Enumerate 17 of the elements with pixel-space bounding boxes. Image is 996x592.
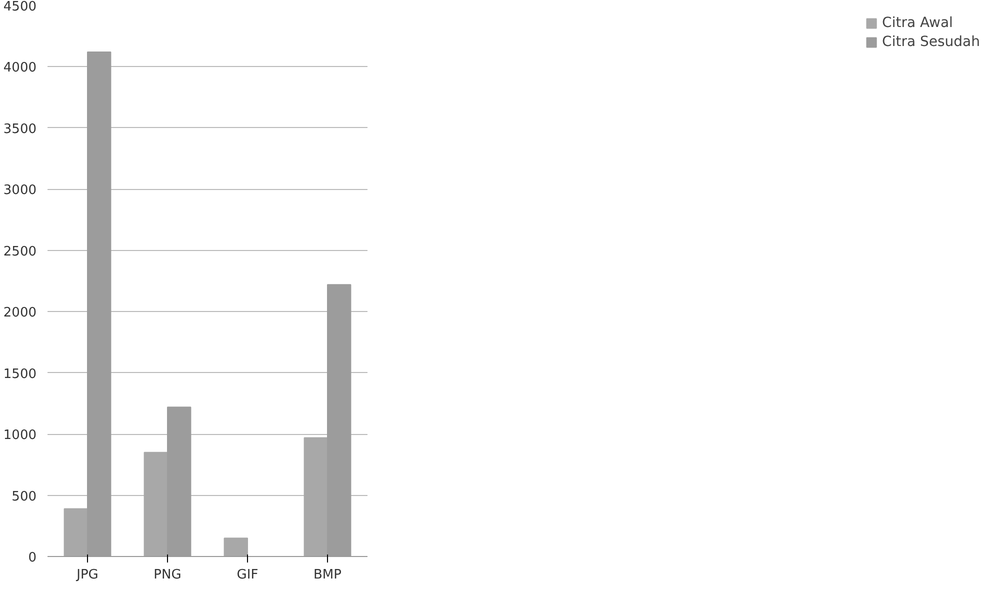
y-tick-label: 4500	[3, 0, 37, 14]
y-tick-label: 0	[28, 550, 37, 566]
x-tick-label: BMP	[314, 568, 342, 582]
y-tick-label: 4000	[3, 60, 37, 76]
x-tick-label: GIF	[236, 568, 258, 582]
bar	[224, 538, 248, 556]
y-tick-label: 1500	[3, 366, 37, 382]
legend-label: Citra Awal	[882, 15, 953, 31]
y-tick-label: 2500	[3, 244, 37, 260]
y-tick-label: 3000	[3, 183, 37, 198]
x-tick-label: JPG	[76, 568, 98, 582]
y-tick-label: 3500	[3, 122, 37, 137]
y-tick-label: 1000	[3, 428, 37, 444]
x-tick-label: PNG	[154, 568, 182, 582]
y-tick-label: 500	[12, 489, 37, 504]
y-tick-label: 2000	[3, 306, 37, 321]
legend-label: Citra Sesudah	[882, 34, 980, 50]
